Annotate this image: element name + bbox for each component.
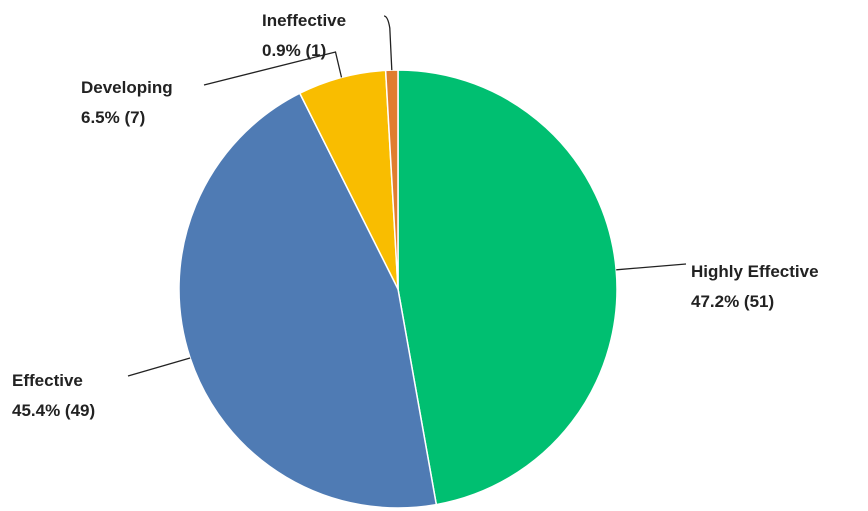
slice-label-ineffective-name: Ineffective [262, 11, 346, 30]
pie-slice-highly-effective [397, 69, 618, 506]
leader-line-developing [203, 51, 343, 86]
slice-label-effective-value: 45.4% (49) [12, 401, 95, 420]
slice-label-effective-name: Effective [12, 371, 83, 390]
pie-slices [178, 69, 618, 509]
leader-lines [127, 15, 687, 377]
leader-line-highly-effective [616, 263, 687, 271]
pie-slice-effective [178, 92, 438, 509]
slice-label-developing-name: Developing [81, 78, 173, 97]
slice-label-developing-value: 6.5% (7) [81, 108, 145, 127]
leader-line-effective [127, 357, 191, 377]
slice-label-ineffective-value: 0.9% (1) [262, 41, 326, 60]
slice-label-highly-effective-value: 47.2% (51) [691, 292, 774, 311]
slice-label-highly-effective-name: Highly Effective [691, 262, 819, 281]
leader-line-ineffective [383, 15, 393, 71]
